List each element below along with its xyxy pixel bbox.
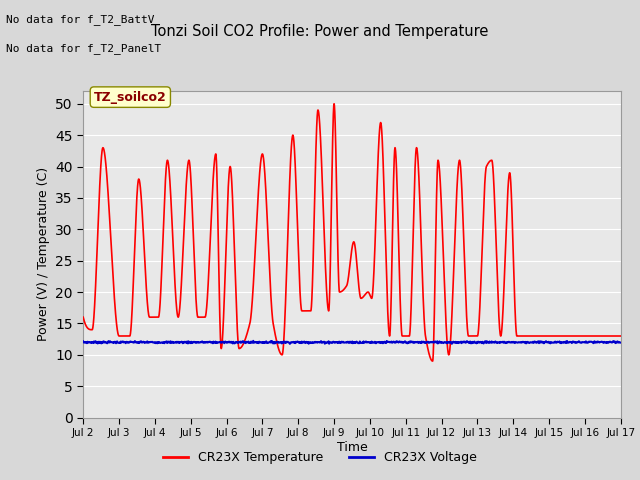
X-axis label: Time: Time [337,441,367,454]
Y-axis label: Power (V) / Temperature (C): Power (V) / Temperature (C) [36,168,50,341]
Text: No data for f_T2_BattV: No data for f_T2_BattV [6,14,155,25]
Text: Tonzi Soil CO2 Profile: Power and Temperature: Tonzi Soil CO2 Profile: Power and Temper… [151,24,489,39]
Legend: CR23X Temperature, CR23X Voltage: CR23X Temperature, CR23X Voltage [159,446,481,469]
Text: No data for f_T2_PanelT: No data for f_T2_PanelT [6,43,162,54]
Text: TZ_soilco2: TZ_soilco2 [94,91,166,104]
